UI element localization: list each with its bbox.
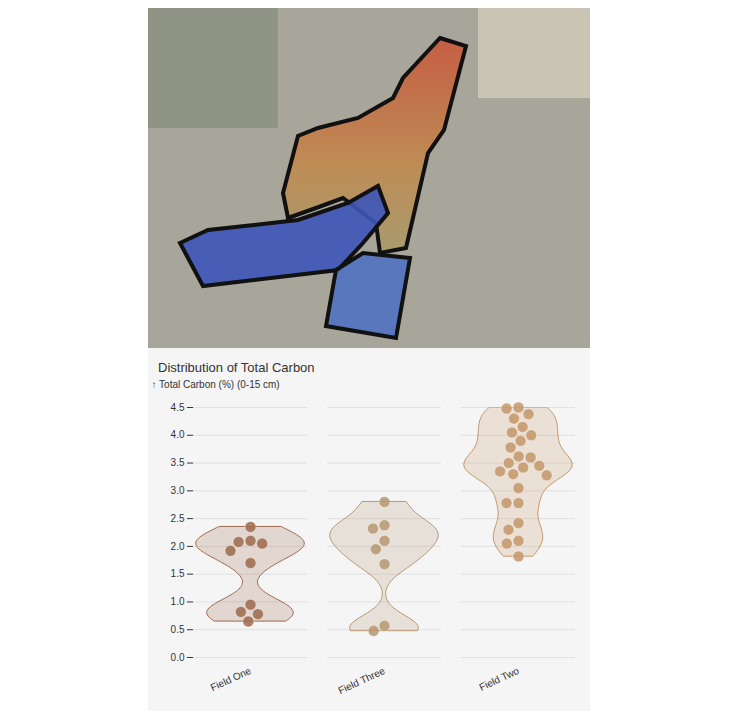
svg-text:↑ Total Carbon (%) (0-15 cm): ↑ Total Carbon (%) (0-15 cm) (152, 379, 280, 390)
svg-text:3.0: 3.0 (171, 485, 185, 496)
html-text:Distribution of Total Carbon: Distribution of Total Carbon (158, 360, 315, 375)
svg-text:2.5: 2.5 (171, 513, 185, 524)
svg-text:4.5: 4.5 (171, 402, 185, 413)
svg-text:Field One: Field One (209, 665, 253, 693)
svg-text:1.5: 1.5 (171, 568, 185, 579)
svg-text:2.0: 2.0 (171, 541, 185, 552)
svg-text:0.5: 0.5 (171, 624, 185, 635)
svg-text:3.5: 3.5 (171, 457, 185, 468)
svg-text:1.0: 1.0 (171, 596, 185, 607)
svg-text:Field Three: Field Three (336, 665, 387, 696)
svg-text:Field Two: Field Two (477, 665, 521, 693)
svg-text:4.0: 4.0 (171, 429, 185, 440)
svg-text:0.0: 0.0 (171, 652, 185, 663)
